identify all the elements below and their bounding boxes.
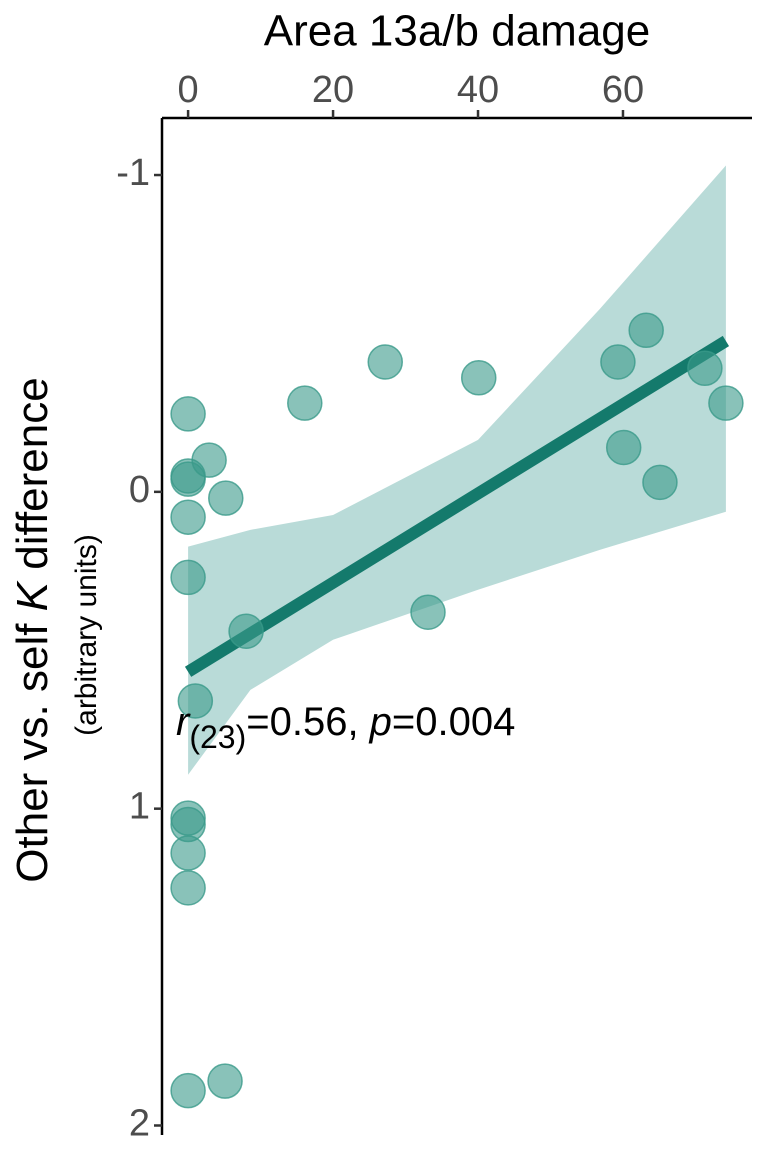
annotation-part: p (369, 700, 392, 744)
point (287, 385, 323, 421)
confidence-band (188, 165, 726, 775)
y-axis-sublabel: (arbitrary units) (70, 534, 103, 736)
point (642, 464, 678, 501)
point (191, 442, 227, 478)
y-tick-label: -1 (116, 152, 150, 194)
point (367, 344, 403, 380)
point (170, 835, 206, 871)
y-axis-label: Other vs. self K difference (8, 377, 57, 882)
annotation-part: =0.56, (246, 700, 369, 744)
point (628, 312, 664, 349)
point (177, 683, 214, 719)
annotation-part: =0.004 (392, 700, 515, 744)
x-tick-label: 20 (312, 69, 354, 111)
plot-area (170, 165, 744, 1109)
x-tick-label: 40 (457, 69, 499, 111)
x-tick-label: 60 (602, 69, 644, 111)
point (228, 613, 264, 650)
y-label-part: K (8, 580, 57, 611)
y-tick-label: 2 (129, 1103, 150, 1145)
point (170, 499, 206, 535)
x-tick-label: 0 (178, 69, 199, 111)
point (687, 350, 723, 387)
point (208, 480, 244, 516)
point (460, 360, 497, 396)
annotation-part: (23) (189, 719, 246, 755)
fit-line (184, 335, 730, 677)
y-label-part: difference (8, 377, 57, 582)
point (170, 870, 206, 906)
point (170, 559, 206, 596)
point (410, 594, 446, 630)
point (600, 344, 636, 380)
y-label-part: Other vs. self (8, 611, 57, 882)
point (605, 429, 642, 466)
chart-title: Area 13a/b damage (264, 7, 651, 56)
y-tick-label: 1 (129, 786, 150, 828)
point (170, 1072, 206, 1109)
annotation-part: r (176, 700, 191, 744)
point (207, 1063, 243, 1099)
y-tick-label: 0 (129, 469, 150, 511)
point (708, 385, 744, 421)
annotation: r(23)=0.56, p=0.004 (176, 700, 515, 756)
point (170, 396, 206, 432)
